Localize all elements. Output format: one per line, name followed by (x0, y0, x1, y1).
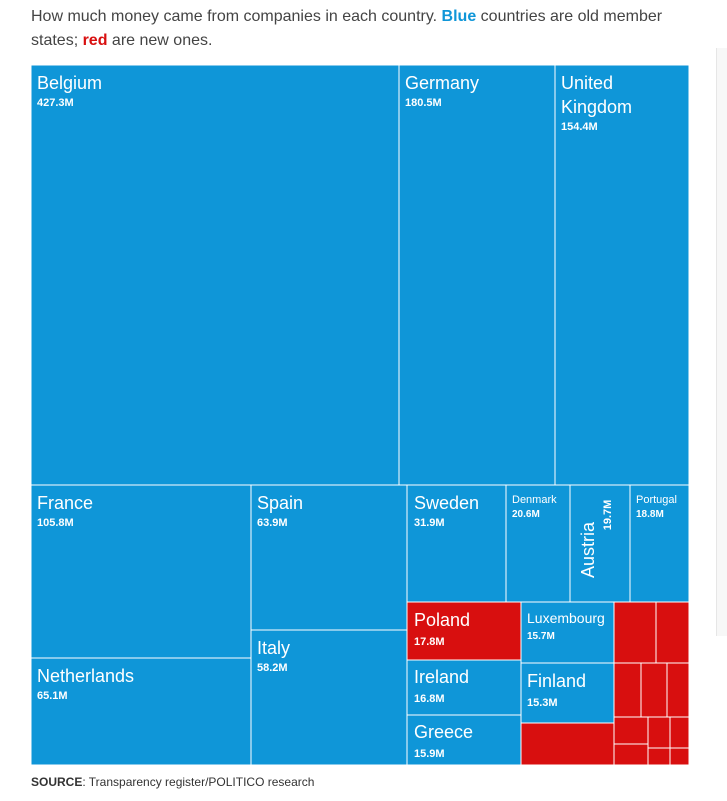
tile-rect-new-member-2[interactable] (655, 601, 690, 664)
tile-belgium[interactable]: Belgium 427.3M (30, 64, 400, 486)
tile-rect-new-member-4[interactable] (640, 662, 668, 718)
tile-rect-new-member-7[interactable] (613, 716, 649, 745)
tile-label-denmark: Denmark (512, 494, 557, 506)
tile-rect-new-member-3[interactable] (613, 662, 642, 718)
tile-sweden[interactable]: Sweden 31.9M (406, 484, 507, 603)
tile-rect-new-member-10[interactable] (613, 743, 649, 766)
tile-value-belgium: 427.3M (37, 97, 74, 109)
tile-label-luxembourg: Luxembourg (527, 610, 605, 626)
tile-germany[interactable]: Germany 180.5M (398, 64, 556, 486)
page-edge-divider (716, 48, 727, 636)
tile-value-sweden: 31.9M (414, 517, 445, 529)
tile-label-germany: Germany (405, 73, 479, 93)
tile-new-member-8[interactable] (647, 716, 671, 749)
tile-rect-sweden[interactable] (406, 484, 507, 603)
tile-new-member-5[interactable] (666, 662, 690, 718)
caption-blue-word: Blue (441, 8, 477, 25)
tile-label-belgium: Belgium (37, 73, 102, 93)
tile-label-poland: Poland (414, 610, 470, 630)
tile-rect-new-member-6[interactable] (520, 722, 615, 766)
tile-ireland[interactable]: Ireland 16.8M (406, 659, 522, 716)
tile-value-netherlands: 65.1M (37, 690, 68, 702)
tile-rect-new-member-12[interactable] (669, 747, 690, 766)
tile-label-sweden: Sweden (414, 493, 479, 513)
tile-rect-portugal[interactable] (629, 484, 690, 603)
tile-value-italy: 58.2M (257, 662, 288, 674)
tile-rect-belgium[interactable] (30, 64, 400, 486)
tile-label-austria: Austria (578, 521, 598, 578)
tile-finland[interactable]: Finland 15.3M (520, 662, 615, 724)
tile-new-member-9[interactable] (669, 716, 690, 749)
tile-value-united-kingdom: 154.4M (561, 121, 598, 133)
tile-italy[interactable]: Italy 58.2M (250, 629, 408, 766)
tile-new-member-12[interactable] (669, 747, 690, 766)
caption-red-word: red (82, 32, 108, 49)
tile-luxembourg[interactable]: Luxembourg 15.7M (520, 601, 615, 664)
tile-label-portugal: Portugal (636, 494, 677, 506)
tile-new-member-11[interactable] (647, 747, 671, 766)
tile-united-kingdom[interactable]: United Kingdom 154.4M (554, 64, 690, 486)
tile-label-netherlands: Netherlands (37, 666, 134, 686)
tile-rect-germany[interactable] (398, 64, 556, 486)
tile-label-greece: Greece (414, 722, 473, 742)
source-text: : Transparency register/POLITICO researc… (82, 775, 315, 789)
caption-prefix: How much money came from companies in ea… (31, 8, 442, 25)
caption-middle: countries are old member states; (31, 8, 663, 49)
chart-caption: How much money came from companies in ea… (31, 5, 701, 53)
tile-portugal[interactable]: Portugal 18.8M (629, 484, 690, 603)
tile-poland[interactable]: Poland 17.8M (406, 601, 522, 661)
tile-value-portugal: 18.8M (636, 509, 664, 520)
tile-rect-new-member-9[interactable] (669, 716, 690, 749)
tile-value-finland: 15.3M (527, 697, 558, 709)
tile-new-member-3[interactable] (613, 662, 642, 718)
tile-rect-finland[interactable] (520, 662, 615, 724)
tile-label-finland: Finland (527, 671, 586, 691)
tile-value-austria: 19.7M (602, 500, 614, 531)
tile-denmark[interactable]: Denmark 20.6M (505, 484, 571, 603)
tile-rect-austria[interactable] (569, 484, 631, 603)
tile-rect-poland[interactable] (406, 601, 522, 661)
tile-new-member-7[interactable] (613, 716, 649, 745)
tile-value-spain: 63.9M (257, 517, 288, 529)
tile-new-member-1[interactable] (613, 601, 657, 664)
tile-value-denmark: 20.6M (512, 509, 540, 520)
source-label: SOURCE (31, 775, 83, 789)
tile-greece[interactable]: Greece 15.9M (406, 714, 522, 766)
tile-rect-italy[interactable] (250, 629, 408, 766)
tile-value-greece: 15.9M (414, 748, 445, 760)
source-note: SOURCE: Transparency register/POLITICO r… (31, 775, 314, 789)
tile-value-luxembourg: 15.7M (527, 631, 555, 642)
tile-new-member-4[interactable] (640, 662, 668, 718)
tile-new-member-6[interactable] (520, 722, 615, 766)
tile-rect-denmark[interactable] (505, 484, 571, 603)
tile-label-united-kingdom: United Kingdom (561, 73, 632, 117)
tile-spain[interactable]: Spain 63.9M (250, 484, 408, 631)
tile-rect-new-member-11[interactable] (647, 747, 671, 766)
tile-label-france: France (37, 493, 93, 513)
tile-label-ireland: Ireland (414, 667, 469, 687)
tile-label-spain: Spain (257, 493, 303, 513)
tile-value-poland: 17.8M (414, 636, 445, 648)
tile-new-member-2[interactable] (655, 601, 690, 664)
tile-rect-new-member-1[interactable] (613, 601, 657, 664)
tile-rect-new-member-8[interactable] (647, 716, 671, 749)
tile-rect-united-kingdom[interactable] (554, 64, 690, 486)
tile-rect-netherlands[interactable] (30, 657, 252, 766)
tile-label-italy: Italy (257, 638, 290, 658)
tile-value-germany: 180.5M (405, 97, 442, 109)
tile-value-france: 105.8M (37, 517, 74, 529)
tile-austria[interactable]: Austria 19.7M (569, 484, 631, 603)
caption-suffix: are new ones. (107, 32, 213, 49)
tile-france[interactable]: France 105.8M (30, 484, 252, 659)
tile-value-ireland: 16.8M (414, 693, 445, 705)
tile-new-member-10[interactable] (613, 743, 649, 766)
tile-rect-new-member-5[interactable] (666, 662, 690, 718)
tile-netherlands[interactable]: Netherlands 65.1M (30, 657, 252, 766)
